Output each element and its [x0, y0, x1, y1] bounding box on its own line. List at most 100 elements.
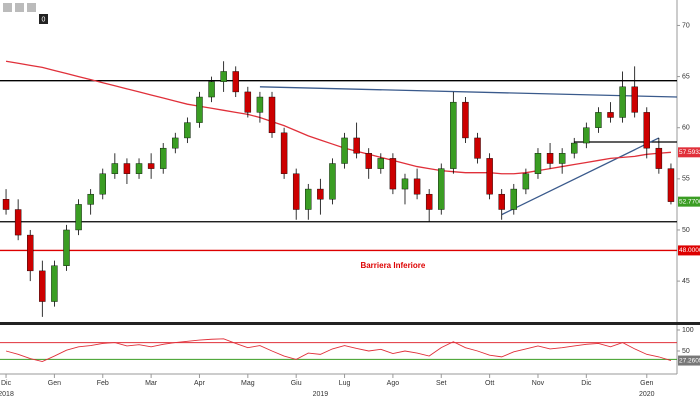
candle-body: [498, 193, 505, 210]
candle-body: [631, 86, 638, 113]
x-tick-label: Gen: [48, 380, 61, 387]
candle-body: [438, 168, 445, 210]
candle-body: [196, 96, 203, 123]
candle-body: [558, 153, 566, 164]
candle-body: [571, 142, 578, 154]
candle-body: [583, 127, 590, 144]
candle-body: [147, 163, 155, 169]
candle-body: [51, 265, 58, 302]
candle-body: [450, 101, 457, 169]
x-tick-label: Ago: [387, 380, 400, 387]
x-tick-label: Giu: [291, 380, 302, 387]
moving-average: [5, 60, 672, 175]
price-label: 57.5932: [679, 149, 700, 156]
candle-body: [534, 153, 542, 174]
candle-body: [63, 229, 70, 266]
candle-body: [135, 163, 143, 174]
candle-body: [111, 163, 119, 174]
tool-button[interactable]: [15, 3, 24, 12]
candle-body: [365, 153, 372, 169]
price-label: 48.0000: [679, 247, 700, 254]
y-tick-label: 65: [682, 73, 690, 80]
x-tick-label: Lug: [339, 380, 351, 387]
panel-separator: [0, 322, 700, 325]
candle-body: [425, 193, 433, 210]
x-tick-label: Dic: [581, 380, 592, 387]
candle-body: [510, 188, 518, 210]
candle-body: [87, 193, 94, 205]
price-label-box: [678, 147, 700, 158]
trendline: [501, 137, 660, 216]
price-label-box: [678, 245, 700, 256]
x-tick-label: Nov: [532, 380, 545, 387]
y-tick-label: 60: [682, 125, 690, 132]
candle-body: [474, 137, 481, 159]
candle-body: [377, 158, 385, 169]
candle-body: [413, 178, 421, 195]
y-tick-label: 50: [682, 227, 690, 234]
x-tick-label: Set: [436, 380, 447, 387]
year-label: 2019: [313, 391, 329, 398]
candle-body: [341, 137, 348, 164]
candle-body: [220, 71, 227, 82]
candle-body: [232, 71, 239, 93]
y-tick-label: 55: [682, 176, 690, 183]
candle-body: [595, 112, 602, 128]
y-tick-label: 50: [682, 348, 690, 355]
rsi-line: [5, 338, 672, 362]
candle-body: [389, 158, 397, 190]
x-tick-label: Apr: [194, 380, 206, 387]
candle-body: [75, 204, 82, 231]
candle-body: [159, 147, 167, 169]
x-tick-label: Dic: [1, 380, 12, 387]
candle-body: [256, 96, 264, 113]
tool-button[interactable]: [3, 3, 12, 12]
candle-body: [317, 188, 324, 200]
price-label-box: [678, 196, 700, 207]
candle-body: [268, 96, 276, 134]
year-label: 2018: [0, 391, 14, 398]
x-tick-label: Mar: [145, 380, 158, 387]
candle-body: [305, 188, 312, 210]
candle-body: [208, 81, 215, 98]
candle-body: [329, 163, 336, 200]
candle-body: [123, 163, 131, 174]
candle-body: [184, 122, 191, 139]
x-tick-label: Mag: [241, 380, 255, 387]
candle-body: [607, 112, 614, 118]
tool-button[interactable]: [27, 3, 36, 12]
candle-body: [401, 178, 409, 190]
candle-body: [667, 168, 675, 202]
candle-body: [619, 86, 626, 118]
candle-body: [353, 137, 360, 154]
candle-body: [292, 173, 300, 210]
candle-body: [655, 147, 663, 169]
candle-body: [643, 112, 650, 149]
trendline: [259, 86, 678, 98]
y-tick-label: 70: [682, 22, 690, 29]
toolbar: 0: [3, 3, 48, 24]
candle-body: [39, 270, 46, 302]
badge: 0: [42, 16, 46, 23]
candle-body: [172, 137, 179, 149]
annotation: Barriera Inferiore: [360, 261, 425, 270]
candle-body: [99, 173, 106, 195]
x-tick-label: Ott: [485, 380, 494, 387]
candle-body: [462, 101, 469, 139]
candle-body: [2, 199, 10, 210]
x-tick-label: Gen: [640, 380, 653, 387]
candle-body: [244, 91, 252, 113]
candle-body: [486, 158, 493, 195]
candle-body: [522, 173, 530, 190]
price-label: 52.7700: [679, 198, 700, 205]
y-tick-label: 45: [682, 278, 690, 285]
x-tick-label: Feb: [97, 380, 109, 387]
candle-body: [546, 153, 554, 164]
year-label: 2020: [639, 391, 655, 398]
rsi-label-box: [678, 355, 700, 366]
candle-body: [27, 234, 34, 272]
rsi-label: 27.2605: [679, 357, 700, 364]
badge-box[interactable]: [39, 14, 48, 24]
